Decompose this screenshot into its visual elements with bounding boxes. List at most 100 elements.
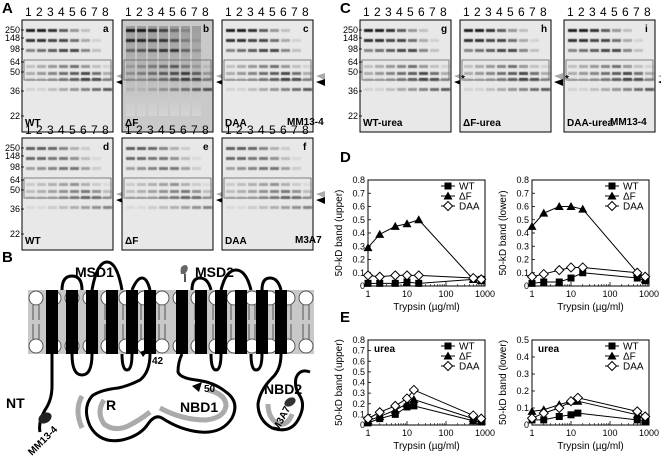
protein-band [397,39,406,42]
data-point-WT [567,274,575,282]
lane-number: 2 [474,5,481,19]
protein-band [170,167,179,170]
protein-band [81,78,90,81]
protein-band [70,147,79,150]
mw-marker: 50 [10,185,20,195]
protein-band [81,147,90,150]
protein-band [601,65,610,68]
lane-number: 3 [147,5,154,19]
protein-band [519,29,528,32]
protein-band [530,78,539,81]
protein-band [497,78,506,81]
protein-band [430,49,439,52]
data-point-WT [579,269,587,277]
protein-band [48,190,57,193]
x-axis-label: Trypsin (µg/ml) [557,441,624,452]
gel-panel-f: 1 2 3 4 5 6 7 8 DAA f [221,123,325,251]
data-point-DAA [572,392,584,404]
protein-band [181,190,190,193]
protein-band [248,196,257,199]
protein-band [645,78,654,81]
protein-band [59,196,68,199]
protein-band [203,183,212,186]
nbd2-inner-grey [265,403,295,427]
protein-band [226,167,235,170]
protein-band [248,39,257,42]
protein-band [579,72,588,75]
y-tick-label: 0 [360,420,365,430]
x-tick-label: 10 [402,428,412,438]
lane-number: 4 [58,123,65,137]
protein-band [497,65,506,68]
data-point-WT [364,279,372,287]
x-tick-label: 100 [602,289,617,299]
protein-band [270,72,279,75]
protein-band [281,65,290,68]
chart-3: 00.10.20.30.40.50.60.70.8 1 10 100 1000 Tryps… [334,335,495,452]
protein-band [248,167,257,170]
protein-band [281,72,290,75]
protein-band [37,206,46,209]
data-point-DAA [554,264,565,276]
grey-arrow-icon [554,73,563,80]
data-point-WT [415,279,423,287]
lane-smear [148,26,157,116]
lane-number: 4 [158,5,165,19]
protein-band [126,65,135,68]
protein-band [192,157,201,160]
panel-letter-a: A [2,0,13,17]
protein-band [137,190,146,193]
protein-band [364,72,373,75]
protein-band [579,39,588,42]
legend-label: ΔF [623,352,636,363]
protein-band [519,49,528,52]
protein-band [541,65,550,68]
protein-band [148,65,157,68]
protein-band [259,190,268,193]
x-tick-label: 1000 [639,428,659,438]
protein-band [270,78,279,81]
protein-band [386,72,395,75]
protein-band [270,39,279,42]
protein-band [530,88,539,91]
protein-band [126,167,135,170]
protein-band [103,72,112,75]
y-tick-label: 0.5 [516,335,529,345]
protein-band [181,183,190,186]
protein-band [623,49,632,52]
data-point-WT [567,411,575,419]
lane-number: 5 [69,123,76,137]
gel-condition-label: ΔF [125,236,138,247]
r-label: R [106,397,116,413]
y-tick-label: 0.1 [352,409,365,419]
data-point-DAA [526,412,538,424]
boxed-region [361,59,450,81]
protein-band [248,88,257,91]
data-point-WT [410,402,418,410]
y-tick-label: 0 [360,281,365,291]
protein-band [159,190,168,193]
protein-band [192,167,201,170]
protein-band [81,167,90,170]
boxed-region [123,59,212,81]
nt-chain [38,354,54,433]
x-axis-label: Trypsin (µg/ml) [557,302,624,313]
data-point-DAA [526,271,538,282]
protein-band [486,88,495,91]
msd2-label: MSD2 [195,264,234,280]
chart-2: 0 0.1 0.2 0.3 0.4 0.5 0.6 0.7 0.8 1 10 100 1000 Tryps… [498,175,659,313]
lane-smear [159,26,168,116]
gel-subpanel-letter: b [203,24,209,35]
protein-band [464,72,473,75]
lane-number: 1 [125,5,132,19]
protein-band [292,167,301,170]
protein-band [226,196,235,199]
legend-label: DAA [623,202,644,213]
protein-band [281,206,290,209]
protein-band [464,49,473,52]
protein-band [170,29,179,32]
protein-band [270,49,279,52]
protein-band [181,78,190,81]
protein-band [303,72,312,75]
protein-band [59,29,68,32]
